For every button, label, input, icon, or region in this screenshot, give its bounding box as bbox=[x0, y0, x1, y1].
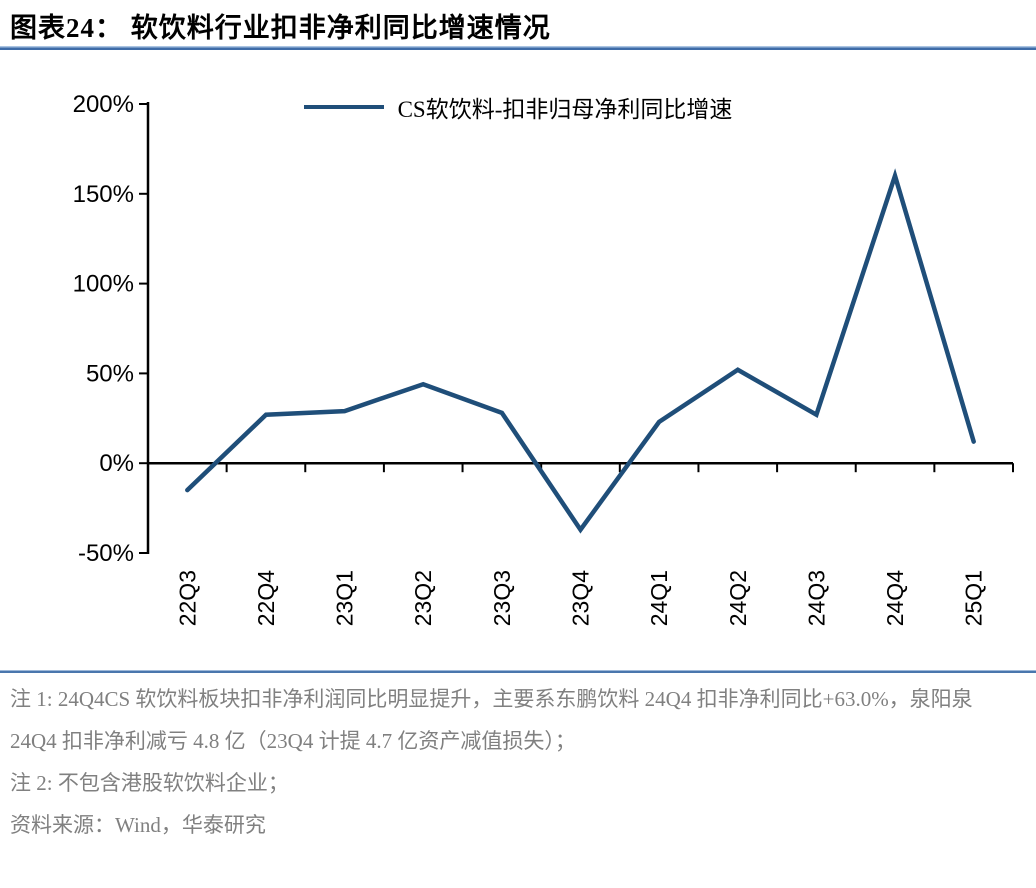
figure-title: 图表24： 软饮料行业扣非净利同比增速情况 bbox=[10, 13, 551, 43]
legend-label: CS软饮料-扣非归母净利同比增速 bbox=[397, 97, 733, 122]
y-axis-tick-label: -50% bbox=[78, 540, 134, 567]
y-axis-tick-label: 50% bbox=[86, 360, 134, 387]
x-axis-category-label: 23Q4 bbox=[568, 570, 594, 626]
x-axis-category-label: 24Q4 bbox=[882, 570, 908, 626]
x-axis-category-label: 23Q3 bbox=[489, 570, 515, 626]
legend: CS软饮料-扣非归母净利同比增速 bbox=[0, 90, 1036, 124]
x-axis-category-label: 24Q3 bbox=[803, 570, 829, 626]
legend-line-sample bbox=[303, 105, 384, 109]
title-underline bbox=[0, 46, 1036, 50]
x-axis-category-label: 25Q1 bbox=[961, 570, 987, 626]
x-axis-category-label: 23Q2 bbox=[410, 570, 436, 626]
series-line bbox=[185, 168, 976, 534]
y-axis-tick-label: 200% bbox=[73, 91, 134, 118]
line-chart-canvas: 200% 150% 100% 50% 0% -50% 22Q3 22Q4 23Q1 23Q2 23Q… bbox=[73, 91, 1014, 626]
footnote-2: 注 2: 不包含港股软饮料企业； bbox=[10, 771, 289, 795]
footnotes: 注 1: 24Q4CS 软饮料板块扣非净利润同比明显提升，主要系东鹏饮料 24Q… bbox=[10, 678, 1022, 846]
y-axis-tick-label: 150% bbox=[73, 181, 134, 208]
x-axis-category-label: 22Q4 bbox=[253, 570, 279, 626]
x-axis-category-label: 24Q2 bbox=[725, 570, 751, 626]
y-axis-tick-label: 0% bbox=[99, 450, 134, 477]
y-axis-tick-label: 100% bbox=[73, 271, 134, 298]
x-axis-category-label: 23Q1 bbox=[332, 570, 358, 626]
source-line: 资料来源：Wind，华泰研究 bbox=[10, 813, 266, 837]
x-axis-category-label: 22Q3 bbox=[174, 570, 200, 626]
notes-divider bbox=[0, 670, 1036, 673]
footnote-1: 注 1: 24Q4CS 软饮料板块扣非净利润同比明显提升，主要系东鹏饮料 24Q… bbox=[10, 687, 973, 753]
x-axis-category-label: 24Q1 bbox=[646, 570, 672, 626]
line-chart: 200% 150% 100% 50% 0% -50% 22Q3 22Q4 23Q1 23Q2 23Q… bbox=[0, 70, 1036, 650]
